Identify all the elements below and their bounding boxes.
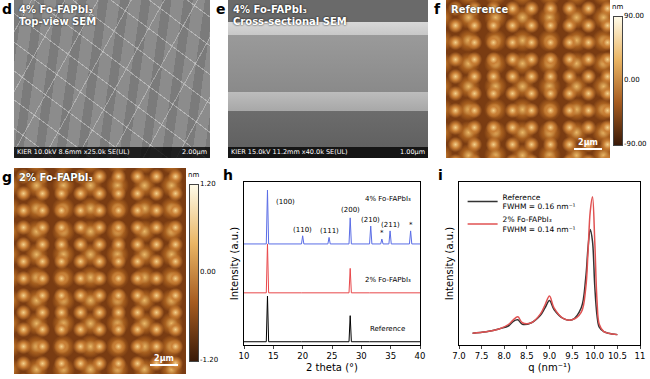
html-text:e: e <box>216 1 226 17</box>
html-text:nm: nm <box>188 171 200 179</box>
html-text:4% Fo-FAPbI₃: 4% Fo-FAPbI₃ <box>19 4 93 15</box>
html-text:f: f <box>434 1 441 17</box>
svg-text:35: 35 <box>385 351 396 361</box>
html-text:4% Fo-FAPbI₃: 4% Fo-FAPbI₃ <box>233 4 307 15</box>
svg-text:2 theta (°): 2 theta (°) <box>306 362 358 373</box>
svg-text:10: 10 <box>239 351 250 361</box>
svg-text:ReferenceFWHM = 0.16 nm⁻¹: ReferenceFWHM = 0.16 nm⁻¹ <box>503 193 576 212</box>
svg-text:9.5: 9.5 <box>565 351 579 361</box>
svg-text:8.5: 8.5 <box>520 351 534 361</box>
html-text:2.00μm: 2.00μm <box>182 148 207 156</box>
svg-text:20: 20 <box>297 351 308 361</box>
svg-text:2% Fo-FAPbI₃FWHM = 0.14 nm⁻¹: 2% Fo-FAPbI₃FWHM = 0.14 nm⁻¹ <box>503 215 576 234</box>
svg-text:Intensity (a.u.): Intensity (a.u.) <box>444 227 455 300</box>
svg-text:2% Fo-FAPbI₃: 2% Fo-FAPbI₃ <box>365 276 411 284</box>
html-text:2% Fo-FAPbI₃: 2% Fo-FAPbI₃ <box>19 172 93 183</box>
html-text:KIER 15.0kV 11.2mm x40.0k SE(U: KIER 15.0kV 11.2mm x40.0k SE(UL) <box>231 148 348 156</box>
svg-text:Intensity (a.u.): Intensity (a.u.) <box>229 227 240 300</box>
html-text:0.00: 0.00 <box>624 76 640 84</box>
html-text:2μm: 2μm <box>154 354 174 363</box>
svg-text:11: 11 <box>635 351 646 361</box>
svg-text:10.0: 10.0 <box>585 351 604 361</box>
svg-text:40: 40 <box>415 351 426 361</box>
html-text:Reference: Reference <box>451 4 509 15</box>
html-text:2μm: 2μm <box>578 138 598 147</box>
html-text:d: d <box>2 1 12 17</box>
html-text:0.00: 0.00 <box>200 268 216 276</box>
html-text:1.00μm: 1.00μm <box>400 148 425 156</box>
html-text:-1.20: -1.20 <box>200 356 219 364</box>
html-text:Cross-sectional SEM: Cross-sectional SEM <box>233 16 347 27</box>
html-text:KIER 10.0kV 8.6mm x25.0k SE(UL: KIER 10.0kV 8.6mm x25.0k SE(UL) <box>17 148 130 156</box>
html-text:Top-view SEM: Top-view SEM <box>19 16 97 27</box>
svg-text:q (nm⁻¹): q (nm⁻¹) <box>528 362 571 373</box>
svg-text:(200): (200) <box>341 206 360 214</box>
svg-text:7.0: 7.0 <box>452 351 466 361</box>
svg-text:30: 30 <box>356 351 367 361</box>
svg-text:4% Fo-FAPbI₃: 4% Fo-FAPbI₃ <box>365 195 411 203</box>
html-text:-90.00: -90.00 <box>624 140 647 148</box>
svg-text:*: * <box>409 221 413 229</box>
svg-text:*: * <box>380 229 384 237</box>
svg-text:(210): (210) <box>361 216 380 224</box>
svg-text:9.0: 9.0 <box>543 351 557 361</box>
svg-text:(100): (100) <box>276 198 295 206</box>
svg-text:Reference: Reference <box>370 325 405 333</box>
svg-text:10.5: 10.5 <box>608 351 627 361</box>
svg-text:(110): (110) <box>293 226 312 234</box>
svg-text:(211): (211) <box>381 221 400 229</box>
svg-text:8.0: 8.0 <box>497 351 511 361</box>
svg-text:25: 25 <box>327 351 338 361</box>
html-text:g: g <box>2 169 12 185</box>
html-text:1.20: 1.20 <box>200 180 216 188</box>
html-text:90.00: 90.00 <box>624 12 644 20</box>
svg-text:7.5: 7.5 <box>475 351 489 361</box>
svg-text:15: 15 <box>268 351 279 361</box>
svg-text:(111): (111) <box>320 227 339 235</box>
html-text:i: i <box>438 167 443 183</box>
html-text:h: h <box>223 167 233 183</box>
html-text:nm: nm <box>612 3 624 11</box>
